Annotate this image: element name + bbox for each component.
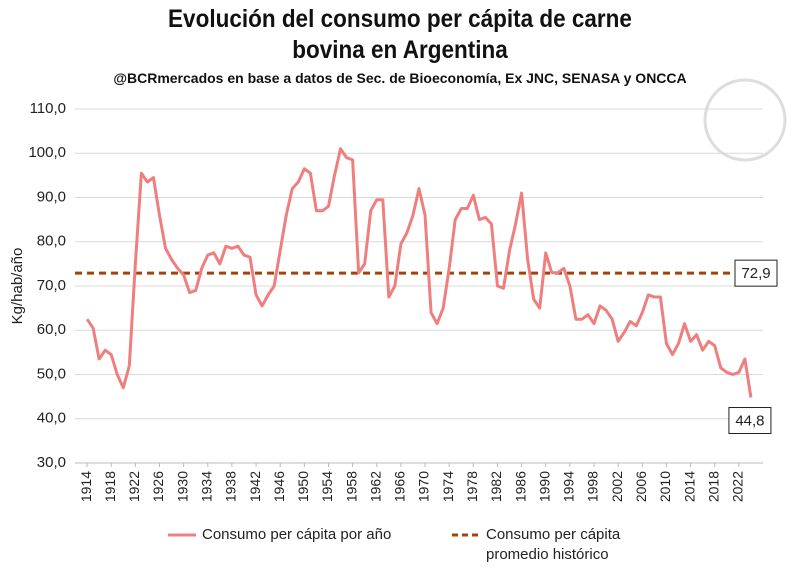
x-tick-label: 2022 xyxy=(730,471,746,502)
y-tick-label: 90,0 xyxy=(37,188,66,205)
watermark xyxy=(703,78,787,162)
y-tick-label: 110,0 xyxy=(30,100,66,117)
y-tick-label: 40,0 xyxy=(37,410,66,427)
y-tick-label: 60,0 xyxy=(37,321,66,338)
x-tick-label: 1966 xyxy=(392,471,408,502)
average-label: 72,9 xyxy=(741,265,770,282)
x-tick-label: 1994 xyxy=(561,471,577,502)
x-tick-label: 1914 xyxy=(78,471,94,502)
series-line xyxy=(85,147,753,398)
x-tick-label: 1958 xyxy=(343,471,359,502)
x-tick-label: 1954 xyxy=(319,471,335,502)
chart-title: Evolución del consumo per cápita de carn… xyxy=(168,5,632,64)
y-tick-label: 50,0 xyxy=(37,365,66,382)
value-label-box xyxy=(728,407,772,435)
x-tick-label: 1918 xyxy=(102,471,118,502)
x-tick-label: 1938 xyxy=(223,471,239,502)
x-tick-label: 1962 xyxy=(367,471,383,502)
y-axis-label: Kg/hab/año xyxy=(9,248,26,325)
x-tick-label: 1950 xyxy=(295,471,311,502)
x-tick-label: 1978 xyxy=(464,471,480,502)
y-tick-label: 30,0 xyxy=(37,454,66,471)
value-label: 44,8 xyxy=(735,412,764,429)
x-tick-label: 1986 xyxy=(512,471,528,502)
chart-subtitle: @BCRmercados en base a datos de Sec. de … xyxy=(113,70,687,86)
x-tick-label: 2006 xyxy=(633,471,649,502)
x-tick-label: 1930 xyxy=(174,471,190,502)
x-tick-label: 1946 xyxy=(271,471,287,502)
x-tick-label: 1982 xyxy=(488,471,504,502)
x-tick-label: 1970 xyxy=(416,471,432,502)
x-tick-label: 1934 xyxy=(198,471,214,502)
x-tick-label: 1922 xyxy=(126,471,142,502)
legend-entry: Consumo per cápita por año xyxy=(202,526,392,543)
y-tick-label: 80,0 xyxy=(37,233,66,250)
x-tick-label: 1974 xyxy=(440,471,456,502)
x-tick-label: 2018 xyxy=(705,471,721,502)
x-tick-label: 1942 xyxy=(247,471,263,502)
y-tick-label: 100,0 xyxy=(28,144,66,161)
x-tick-label: 1926 xyxy=(150,471,166,502)
y-tick-label: 70,0 xyxy=(37,277,66,294)
x-tick-label: 2002 xyxy=(609,471,625,502)
x-tick-label: 2014 xyxy=(681,471,697,502)
x-tick-label: 1990 xyxy=(536,471,552,502)
x-tick-label: 1998 xyxy=(585,471,601,502)
value-label-box xyxy=(734,259,778,287)
x-tick-label: 2010 xyxy=(657,471,673,502)
legend-entry: Consumo per cápita promedio histórico xyxy=(486,526,621,563)
